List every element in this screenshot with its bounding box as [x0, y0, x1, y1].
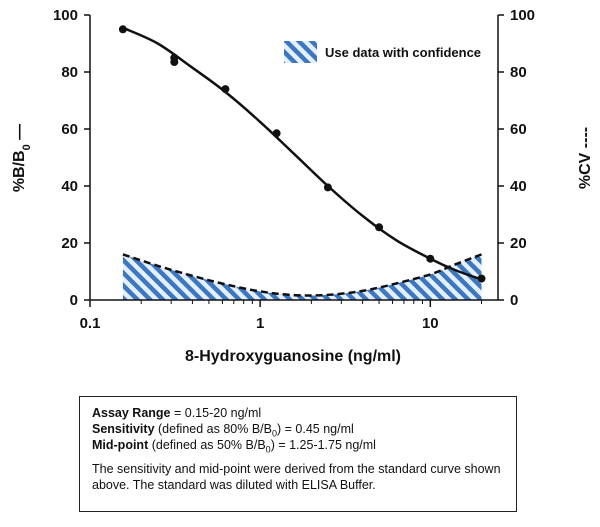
assay-range-value: = 0.15-20 ng/ml: [170, 406, 262, 420]
left-tick-label: 20: [61, 235, 78, 252]
left-axis-title: %B/B0 —: [11, 124, 33, 192]
left-tick-label: 60: [61, 121, 78, 138]
midpoint-line: Mid-point (defined as 50% B/B0) = 1.25-1…: [92, 437, 504, 455]
right-axis-title: %CV ----: [577, 127, 594, 189]
left-axis-title-suffix: —: [11, 124, 28, 144]
x-tick-label: 10: [422, 315, 439, 332]
bb0-curve: [122, 26, 482, 281]
midpoint-value: ) = 1.25-1.75 ng/ml: [270, 438, 376, 452]
data-point: [272, 129, 281, 138]
confidence-region: [122, 254, 482, 300]
axes: 0 0 20 20 40 40 60 60 80 80 100 100 0.1 1 10: [53, 7, 535, 332]
x-tick-label: 1: [256, 315, 264, 332]
sensitivity-value: ) = 0.45 ng/ml: [276, 422, 354, 436]
sensitivity-sub: 0: [271, 428, 277, 439]
data-point: [375, 223, 384, 232]
x-axis-title: 8-Hydroxyguanosine (ng/ml): [185, 348, 401, 365]
cv-curve: [122, 253, 482, 297]
data-point: [170, 58, 179, 66]
left-tick-label: 40: [61, 178, 78, 195]
sensitivity-text: (defined as 80% B/B: [154, 422, 272, 436]
plot-area: [118, 25, 486, 300]
info-note: The sensitivity and mid-point were deriv…: [92, 462, 501, 492]
assay-range-line: Assay Range = 0.15-20 ng/ml: [92, 405, 504, 421]
data-point: [477, 274, 486, 283]
assay-range-label: Assay Range: [92, 406, 171, 420]
right-tick-label: 80: [510, 64, 527, 81]
legend-swatch: [284, 41, 317, 63]
right-tick-label: 60: [510, 121, 527, 138]
data-point: [426, 254, 435, 263]
data-point: [221, 85, 230, 94]
right-tick-label: 20: [510, 235, 527, 252]
legend: Use data with confidence: [284, 41, 481, 63]
data-point: [323, 183, 332, 192]
data-point: [118, 25, 127, 34]
left-tick-label: 100: [53, 7, 78, 24]
x-tick-label: 0.1: [80, 315, 101, 332]
right-tick-label: 100: [510, 7, 535, 24]
sensitivity-line: Sensitivity (defined as 80% B/B0) = 0.45…: [92, 421, 504, 439]
midpoint-label: Mid-point: [92, 438, 149, 452]
left-tick-label: 0: [70, 292, 78, 309]
midpoint-sub: 0: [265, 444, 271, 455]
sensitivity-label: Sensitivity: [92, 422, 155, 436]
assay-info-box: Assay Range = 0.15-20 ng/ml Sensitivity …: [79, 396, 517, 512]
right-tick-label: 40: [510, 178, 527, 195]
midpoint-text: (defined as 50% B/B: [148, 438, 266, 452]
standard-curve-chart: 0 0 20 20 40 40 60 60 80 80 100 100 0.1 1 10 Use data …: [11, 7, 594, 365]
right-tick-label: 0: [510, 292, 518, 309]
left-tick-label: 80: [61, 64, 78, 81]
left-axis-title-main: %B/B: [11, 150, 28, 192]
legend-label: Use data with confidence: [325, 45, 481, 60]
left-axis-title-sub: 0: [21, 144, 33, 150]
